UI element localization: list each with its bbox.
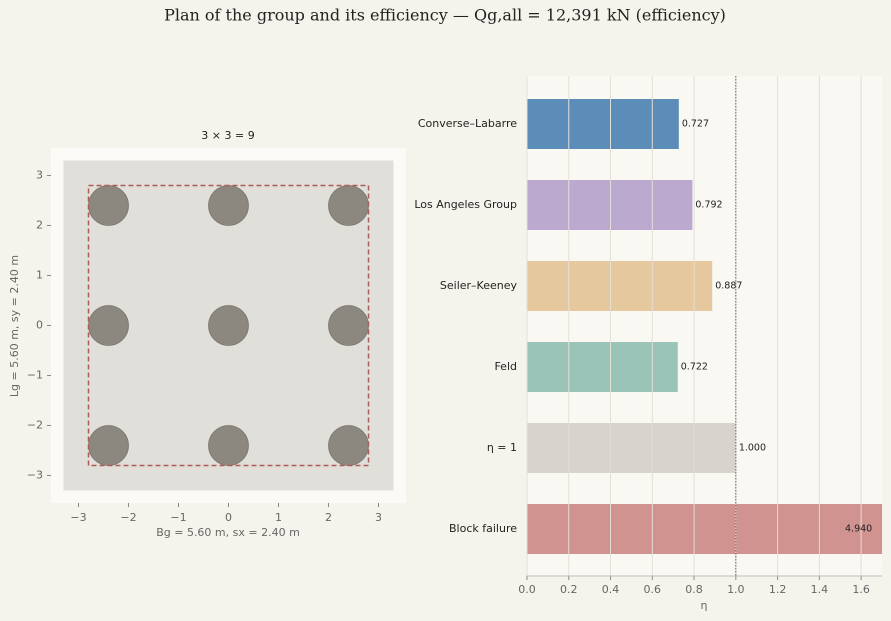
x-axis-label: Bg = 5.60 m, sx = 2.40 m [156,526,300,539]
y-tick-label: 0 [36,319,43,332]
x-tick-label: 1 [275,511,282,524]
y-tick-label: −1 [27,369,43,382]
value-label: 0.727 [682,119,709,130]
category-label: Los Angeles Group [414,198,517,211]
y-tick-label: −2 [27,419,43,432]
x-tick-label: 0.8 [685,583,703,596]
x-tick-label: 1.0 [727,583,745,596]
pile [328,305,369,346]
y-tick-label: 2 [36,219,43,232]
category-label: Converse–Labarre [418,117,517,130]
pile [88,305,129,346]
y-tick-label: −3 [27,469,43,482]
block-outline [87,184,370,467]
x-tick-label: 0.4 [602,583,620,596]
x-tick-label: 0 [225,511,232,524]
bar-axes [527,76,882,576]
pile [208,425,249,466]
category-label: Seiler–Keeney [440,279,518,292]
x-tick-label: −3 [70,511,86,524]
category-label: Feld [494,360,517,373]
x-axis-label: η [701,599,708,612]
x-tick-label: 2 [325,511,332,524]
pile [88,425,129,466]
figure-title: Plan of the group and its efficiency — Q… [164,6,726,25]
value-label: 4.940 [845,524,872,535]
pile [208,185,249,226]
y-axis-label: Lg = 5.60 m, sy = 2.40 m [8,255,21,397]
x-tick-label: 1.2 [769,583,787,596]
y-tick-label: 3 [36,169,43,182]
x-tick-label: 1.6 [852,583,870,596]
value-label: 0.722 [681,362,708,373]
y-tick-label: 1 [36,269,43,282]
pile [208,305,249,346]
bar [527,342,678,392]
value-label: 1.000 [739,443,766,454]
value-label: 0.792 [695,200,722,211]
bar [527,99,679,149]
category-label: η = 1 [487,441,517,454]
bar-plot [527,99,882,554]
x-tick-label: 3 [375,511,382,524]
bar [527,261,713,311]
bar [527,180,693,230]
plan-title: 3 × 3 = 9 [201,129,254,142]
bar [527,423,736,473]
category-label: Block failure [449,522,517,535]
x-tick-label: 0.0 [518,583,536,596]
x-tick-label: −2 [120,511,136,524]
x-tick-label: 0.6 [644,583,662,596]
pile [328,425,369,466]
x-tick-label: 0.2 [560,583,578,596]
pile [328,185,369,226]
bar [527,504,882,554]
x-tick-label: −1 [170,511,186,524]
value-label: 0.887 [715,281,742,292]
x-tick-label: 1.4 [811,583,829,596]
pile [88,185,129,226]
